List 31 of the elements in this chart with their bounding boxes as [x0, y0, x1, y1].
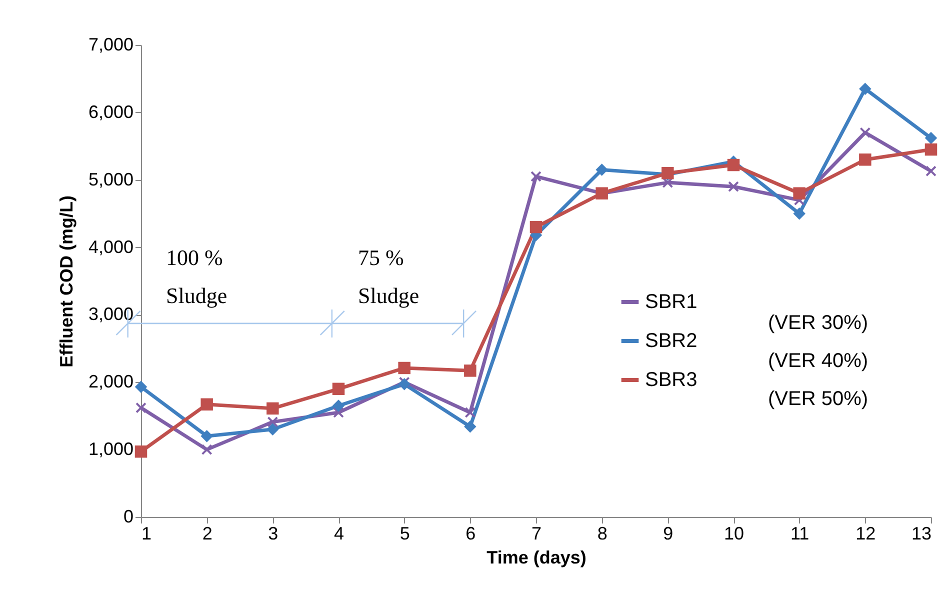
x-tick-label: 2	[202, 524, 212, 544]
y-tick-label: 7,000	[88, 34, 134, 54]
x-tick-label: 1	[142, 524, 152, 544]
y-tick-label: 5,000	[88, 169, 134, 190]
y-tick-label: 6,000	[88, 102, 134, 122]
annotation: 75 % Sludge	[358, 245, 420, 308]
x-tick-label: 6	[466, 524, 476, 544]
x-tick-label: 4	[334, 524, 344, 544]
x-tick-label: 11	[790, 524, 810, 544]
x-tick-label: 3	[268, 524, 278, 544]
annotation: (VER 30%)	[768, 312, 868, 334]
x-tick-label: 7	[531, 524, 542, 544]
x-tick-label: 8	[597, 524, 608, 544]
legend-label: SBR3	[645, 369, 698, 391]
annotation: (VER 40%)	[768, 350, 868, 372]
y-tick-label: 4,000	[88, 236, 134, 257]
x-tick-label: 9	[663, 524, 674, 544]
y-tick-label: 0	[123, 506, 134, 526]
x-tick-label: 5	[400, 524, 410, 544]
legend-label: SBR1	[645, 291, 698, 313]
x-tick-label: 12	[856, 524, 876, 544]
y-axis-title: Effluent COD (mg/L)	[56, 196, 76, 368]
x-tick-label: 13	[911, 524, 932, 544]
y-tick-label: 2,000	[88, 372, 134, 392]
legend-label: SBR2	[645, 330, 698, 352]
annotation: (VER 50%)	[768, 388, 868, 410]
annotation: 100 % Sludge	[166, 245, 228, 308]
y-tick-label: 1,000	[88, 439, 134, 460]
y-tick-label: 3,000	[88, 304, 134, 324]
x-tick-label: 10	[724, 524, 744, 544]
x-axis-title: Time (days)	[486, 548, 586, 568]
